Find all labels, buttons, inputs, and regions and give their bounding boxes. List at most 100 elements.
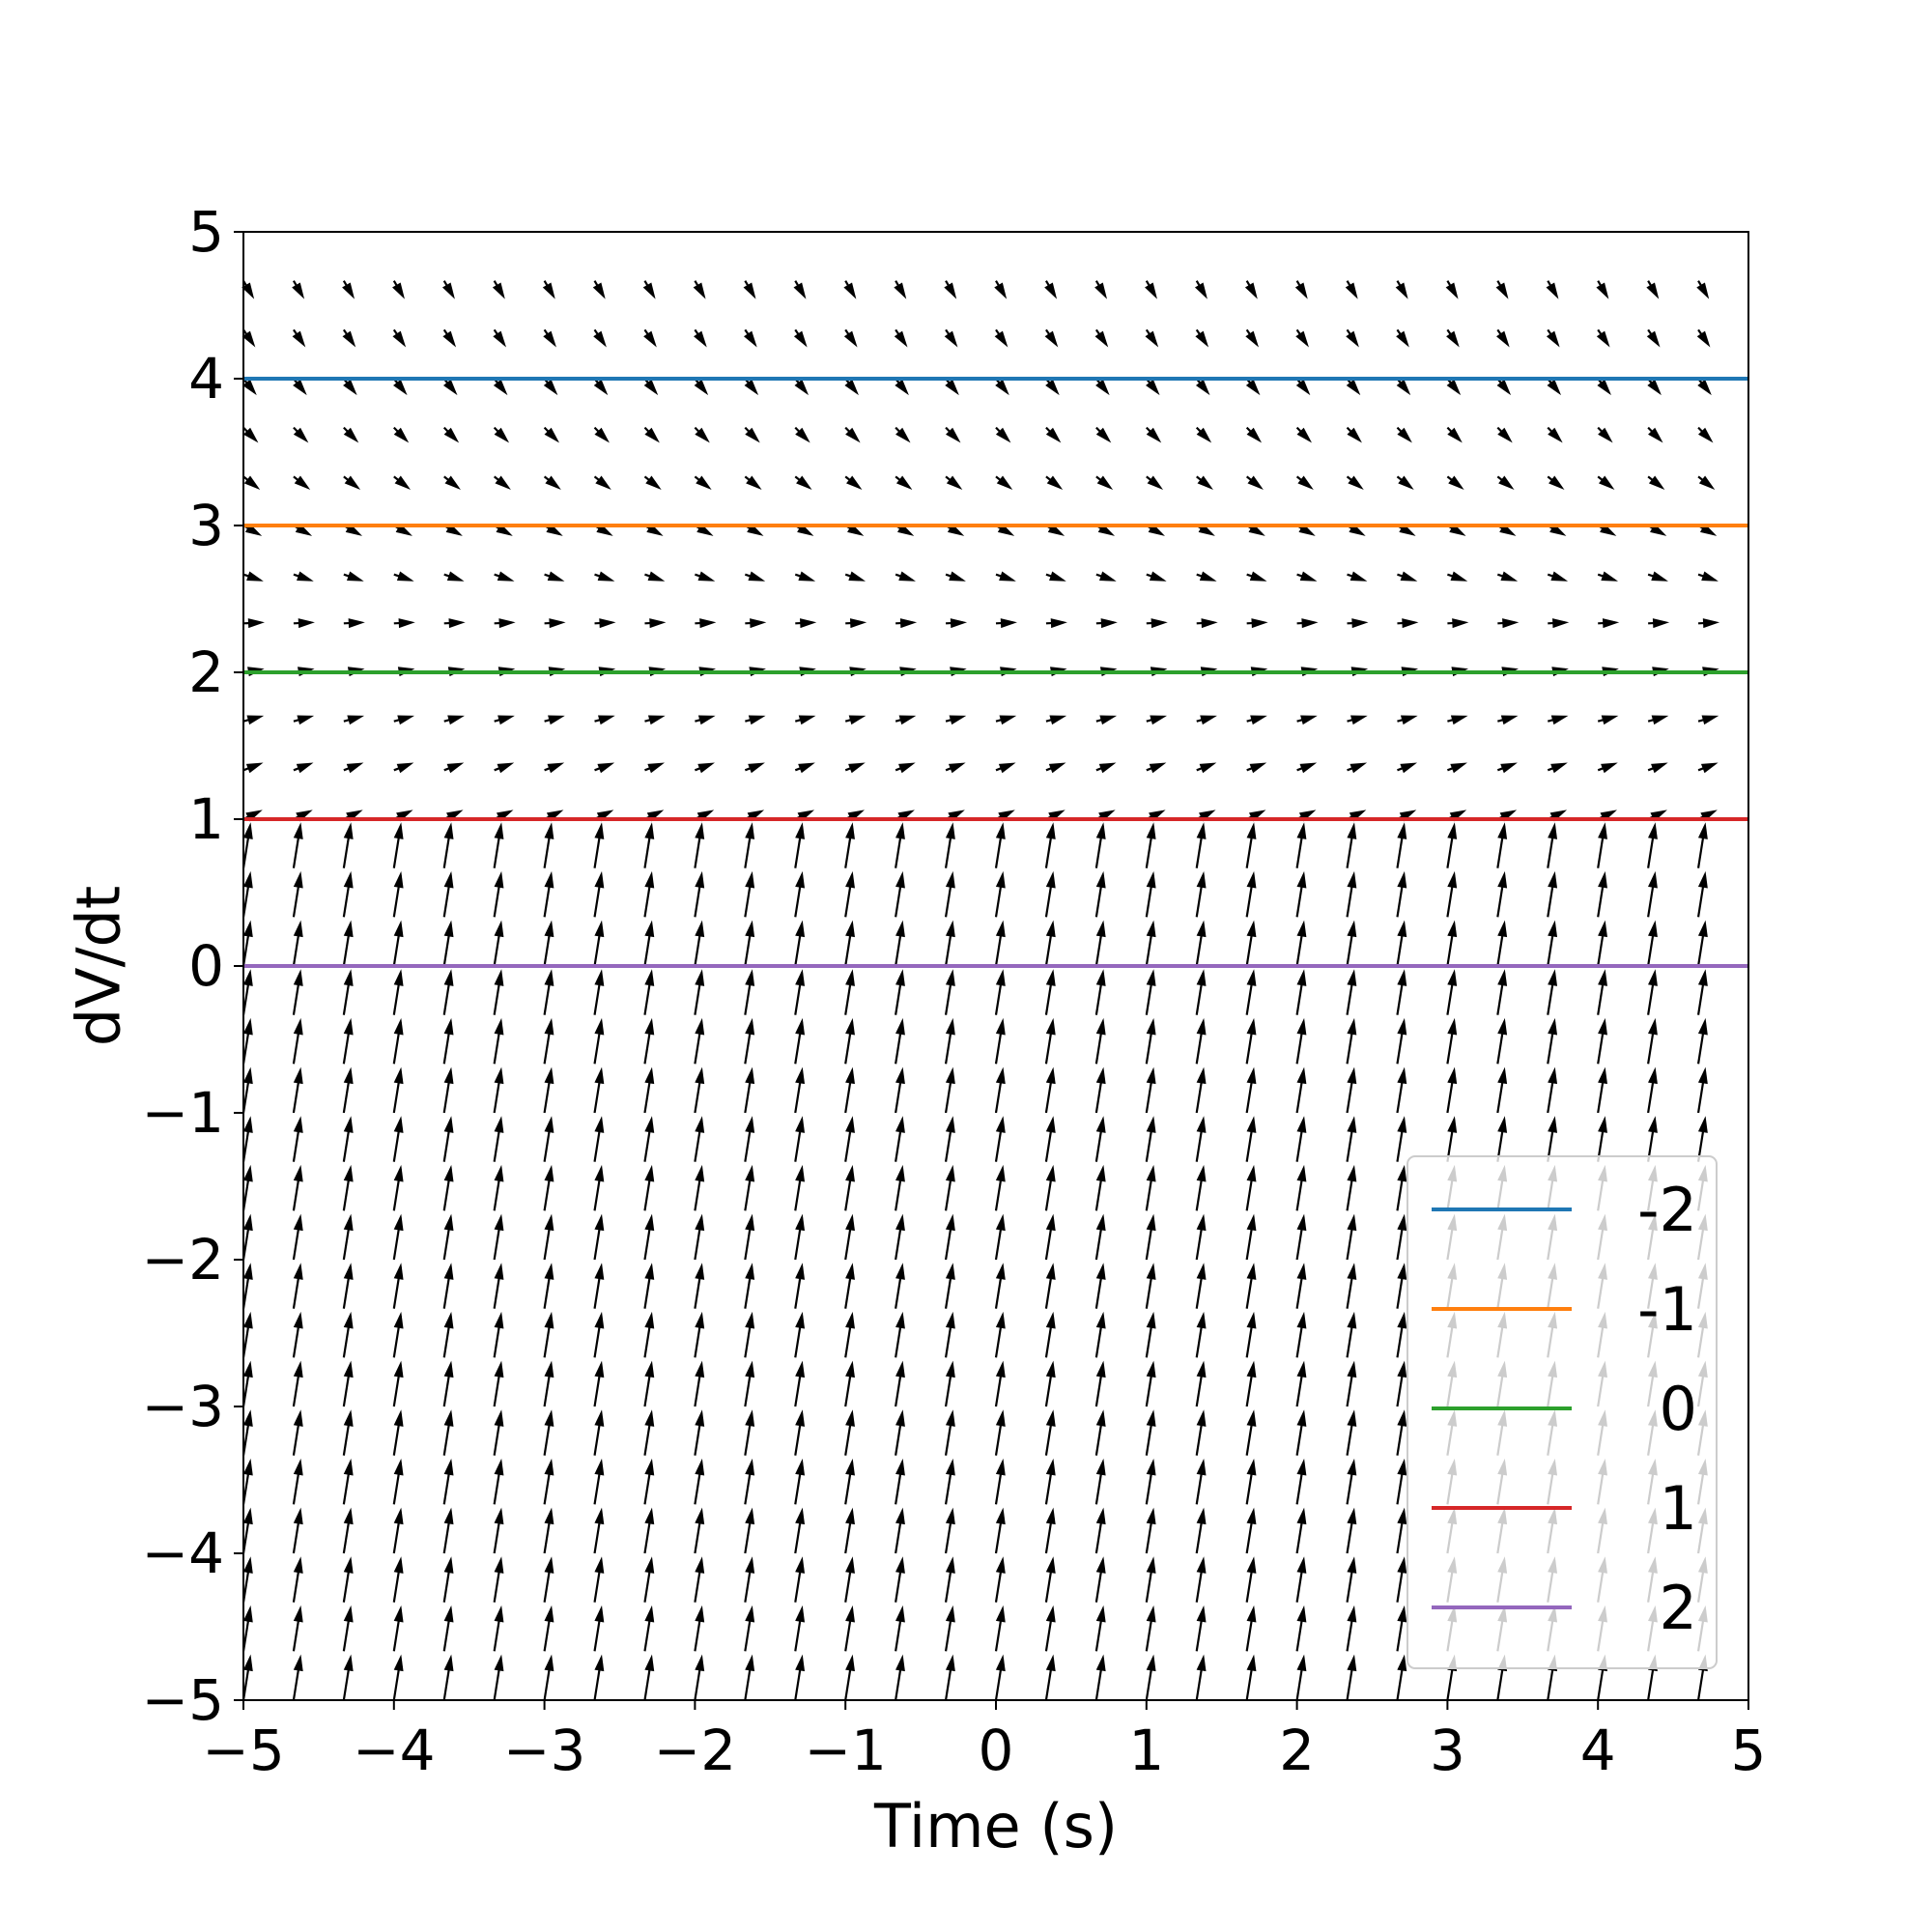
quiver-arrow bbox=[1195, 1556, 1207, 1603]
quiver-arrow bbox=[695, 762, 715, 774]
quiver-arrow bbox=[343, 762, 364, 774]
quiver-arrow bbox=[643, 378, 659, 396]
quiver-arrow bbox=[1295, 1213, 1307, 1261]
quiver-arrow bbox=[242, 571, 264, 582]
quiver-arrow bbox=[1145, 1507, 1156, 1554]
quiver-arrow bbox=[1396, 475, 1414, 491]
quiver-arrow bbox=[1094, 969, 1106, 1015]
quiver-arrow bbox=[593, 1066, 605, 1114]
quiver-arrow bbox=[994, 1556, 1006, 1603]
quiver-arrow bbox=[944, 1654, 955, 1701]
quiver-arrow bbox=[1195, 969, 1207, 1015]
quiver-arrow bbox=[392, 1116, 404, 1162]
quiver-arrow bbox=[1647, 571, 1668, 582]
quiver-arrow bbox=[1346, 328, 1359, 348]
quiver-arrow bbox=[1295, 1556, 1307, 1603]
quiver-arrow bbox=[643, 1360, 655, 1407]
quiver-arrow bbox=[493, 1066, 504, 1114]
quiver-arrow bbox=[895, 1654, 905, 1701]
quiver-arrow bbox=[994, 1654, 1006, 1701]
quiver-arrow bbox=[1045, 426, 1062, 443]
quiver-arrow bbox=[844, 1654, 855, 1701]
quiver-arrow bbox=[643, 1017, 655, 1065]
quiver-arrow bbox=[794, 475, 812, 491]
quiver-arrow bbox=[1647, 378, 1662, 396]
quiver-arrow bbox=[292, 1116, 303, 1162]
quiver-arrow bbox=[994, 920, 1006, 967]
quiver-arrow bbox=[594, 715, 615, 725]
quiver-arrow bbox=[242, 1556, 253, 1603]
quiver-arrow bbox=[1094, 1654, 1106, 1701]
quiver-arrow bbox=[794, 920, 806, 967]
quiver-arrow bbox=[1647, 1116, 1658, 1162]
quiver-arrow bbox=[542, 280, 555, 299]
quiver-arrow bbox=[895, 475, 913, 491]
x-tick-label: 2 bbox=[1279, 1718, 1315, 1783]
legend: -2 -1 0 1 2 bbox=[1406, 1155, 1718, 1669]
quiver-arrow bbox=[744, 1360, 755, 1407]
quiver-arrow bbox=[843, 328, 858, 348]
quiver-arrow bbox=[1597, 969, 1607, 1015]
quiver-arrow bbox=[1346, 1164, 1357, 1211]
quiver-arrow bbox=[1396, 969, 1407, 1015]
quiver-arrow bbox=[342, 822, 354, 868]
quiver-arrow bbox=[493, 920, 504, 967]
quiver-arrow bbox=[744, 1164, 755, 1211]
quiver-arrow bbox=[393, 715, 415, 725]
quiver-arrow bbox=[494, 618, 516, 629]
x-tick-label: 0 bbox=[979, 1718, 1014, 1783]
quiver-arrow bbox=[342, 1017, 354, 1065]
quiver-arrow bbox=[745, 715, 766, 725]
x-tick-label: 3 bbox=[1430, 1718, 1465, 1783]
quiver-arrow bbox=[543, 1409, 554, 1456]
quiver-arrow bbox=[1446, 969, 1458, 1015]
quiver-arrow bbox=[895, 715, 917, 725]
quiver-arrow bbox=[1245, 1654, 1257, 1701]
quiver-arrow bbox=[1647, 426, 1663, 443]
quiver-arrow bbox=[292, 280, 305, 299]
quiver-arrow bbox=[1044, 328, 1059, 348]
quiver-arrow bbox=[392, 1311, 404, 1358]
quiver-arrow bbox=[1547, 870, 1558, 918]
quiver-arrow bbox=[543, 1263, 554, 1309]
quiver-arrow bbox=[1548, 618, 1570, 629]
quiver-arrow bbox=[1146, 571, 1167, 582]
quiver-arrow bbox=[242, 280, 255, 299]
quiver-arrow bbox=[1095, 715, 1118, 725]
quiver-arrow bbox=[1696, 822, 1708, 868]
quiver-arrow bbox=[995, 475, 1013, 491]
quiver-arrow bbox=[1295, 920, 1307, 967]
quiver-arrow bbox=[643, 969, 655, 1015]
quiver-arrow bbox=[1095, 571, 1117, 582]
quiver-arrow bbox=[1295, 870, 1307, 918]
quiver-arrow bbox=[1044, 1409, 1056, 1456]
quiver-arrow bbox=[392, 1066, 404, 1114]
quiver-arrow bbox=[643, 920, 655, 967]
quiver-arrow bbox=[442, 1654, 454, 1701]
quiver-arrow bbox=[293, 378, 307, 396]
quiver-arrow bbox=[1396, 426, 1412, 443]
y-tick-label: 0 bbox=[188, 933, 224, 999]
quiver-arrow bbox=[995, 715, 1017, 725]
quiver-arrow bbox=[1447, 762, 1467, 774]
quiver-arrow bbox=[1346, 1017, 1357, 1065]
quiver-arrow bbox=[1396, 1605, 1407, 1652]
quiver-arrow bbox=[293, 762, 314, 774]
x-tick-label: 1 bbox=[1128, 1718, 1164, 1783]
quiver-arrow bbox=[1296, 571, 1318, 582]
quiver-arrow bbox=[1496, 870, 1508, 918]
quiver-arrow bbox=[1146, 426, 1162, 443]
quiver-arrow bbox=[292, 1605, 303, 1652]
quiver-arrow bbox=[1647, 762, 1668, 774]
quiver-arrow bbox=[1246, 762, 1267, 774]
quiver-arrow bbox=[1095, 762, 1117, 774]
quiver-arrow bbox=[1446, 426, 1463, 443]
quiver-arrow bbox=[392, 1458, 404, 1505]
quiver-arrow bbox=[242, 715, 265, 725]
quiver-arrow bbox=[1146, 762, 1167, 774]
quiver-arrow bbox=[744, 571, 766, 582]
quiver-arrow bbox=[1696, 969, 1708, 1015]
quiver-arrow bbox=[794, 1409, 806, 1456]
quiver-arrow bbox=[643, 328, 657, 348]
quiver-arrow bbox=[694, 475, 712, 491]
